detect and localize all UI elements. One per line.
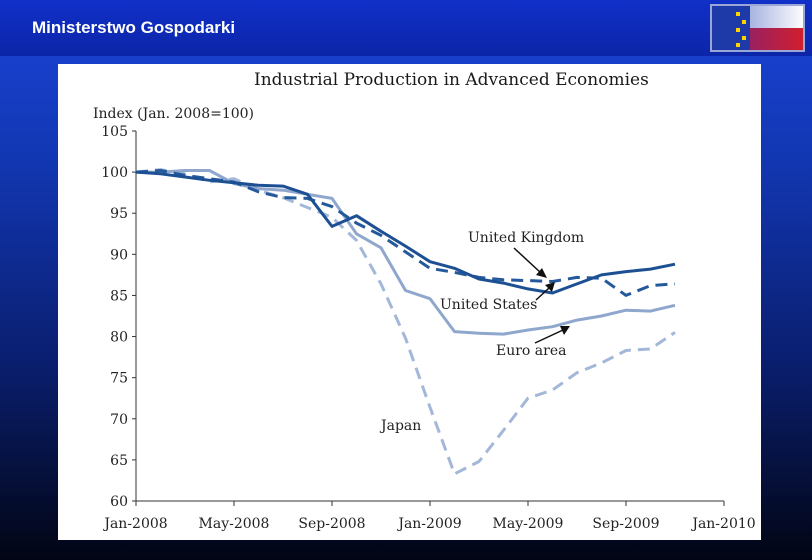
series-line-japan	[135, 168, 676, 476]
annotation-united-states: United States	[440, 297, 537, 313]
y-tick-label: 85	[110, 288, 128, 304]
star-icon	[736, 12, 740, 16]
arrow-euro-area	[534, 329, 564, 344]
header-bar	[0, 0, 812, 56]
chart-axes: 60 65 70 75 80 85 90 95 100 105 Jan-2008 May-2008 Se…	[101, 124, 755, 532]
y-tick-label: 70	[110, 412, 128, 428]
chart-annotations: United Kingdom United States Euro area Japa…	[379, 230, 584, 434]
y-tick-label: 60	[110, 494, 128, 510]
star-icon	[736, 28, 740, 32]
x-tick-label: Sep-2008	[298, 516, 365, 532]
y-tick-label: 90	[110, 247, 128, 263]
annotation-japan: Japan	[379, 418, 421, 434]
eu-poland-flag-logo	[710, 4, 805, 52]
star-icon	[736, 43, 740, 47]
poland-flag-white	[750, 6, 803, 28]
chart-title: Industrial Production in Advanced Econom…	[254, 70, 649, 90]
poland-flag-red	[750, 28, 803, 50]
series-line-united-states	[135, 170, 676, 295]
arrowhead-united-states	[545, 282, 555, 292]
x-tick-label: Jan-2008	[102, 516, 167, 532]
industrial-production-chart: Industrial Production in Advanced Econom…	[93, 70, 756, 532]
arrow-united-kingdom	[513, 247, 542, 274]
y-tick-label: 100	[101, 165, 128, 181]
chart-series	[135, 168, 676, 476]
organization-title: Ministerstwo Gospodarki	[32, 18, 236, 37]
arrowhead-united-kingdom	[536, 268, 547, 278]
x-tick-label: May-2009	[493, 516, 564, 532]
annotation-euro-area: Euro area	[496, 343, 566, 359]
y-tick-label: 105	[101, 124, 128, 140]
x-tick-label: Jan-2009	[396, 516, 461, 532]
y-tick-label: 75	[110, 371, 128, 387]
y-axis-label: Index (Jan. 2008=100)	[93, 106, 254, 122]
series-line-united-kingdom	[135, 169, 676, 297]
y-tick-label: 65	[110, 453, 128, 469]
x-tick-label: Jan-2010	[690, 516, 755, 532]
star-icon	[742, 36, 746, 40]
x-tick-label: May-2008	[199, 516, 270, 532]
arrow-united-states	[535, 287, 550, 301]
y-tick-label: 95	[110, 206, 128, 222]
series-line-euro-area	[136, 169, 676, 336]
chart-card: Industrial Production in Advanced Econom…	[58, 64, 761, 540]
arrowhead-euro-area	[560, 326, 570, 335]
star-icon	[742, 20, 746, 24]
x-tick-label: Sep-2009	[592, 516, 659, 532]
annotation-united-kingdom: United Kingdom	[468, 230, 584, 246]
y-tick-label: 80	[110, 330, 128, 346]
eu-flag-part	[712, 6, 750, 50]
